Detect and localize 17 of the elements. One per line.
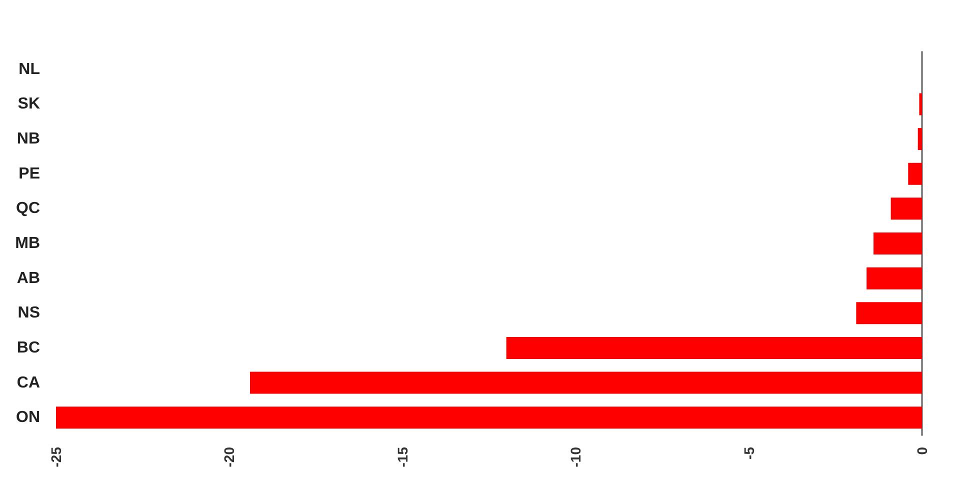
y-tick-label: QC <box>16 200 40 218</box>
y-tick-label: ON <box>16 409 40 426</box>
y-tick-label: SK <box>18 96 40 113</box>
x-tick-label: -5 <box>740 446 757 460</box>
x-tick-label: -15 <box>394 446 410 468</box>
y-tick-label: BC <box>16 339 40 356</box>
y-tick-label: AB <box>16 270 40 287</box>
y-tick-label: NL <box>18 60 40 78</box>
x-tick-label: 0 <box>914 446 930 455</box>
y-tick-label: NS <box>18 304 40 322</box>
x-tick-label: -10 <box>568 446 584 468</box>
y-tick-label: MB <box>15 235 40 252</box>
x-tick-label: -20 <box>221 446 238 468</box>
x-tick-label: -25 <box>48 446 64 468</box>
y-tick-label: PE <box>18 165 40 182</box>
y-tick-label: NB <box>16 130 40 148</box>
y-tick-label: CA <box>16 374 40 392</box>
